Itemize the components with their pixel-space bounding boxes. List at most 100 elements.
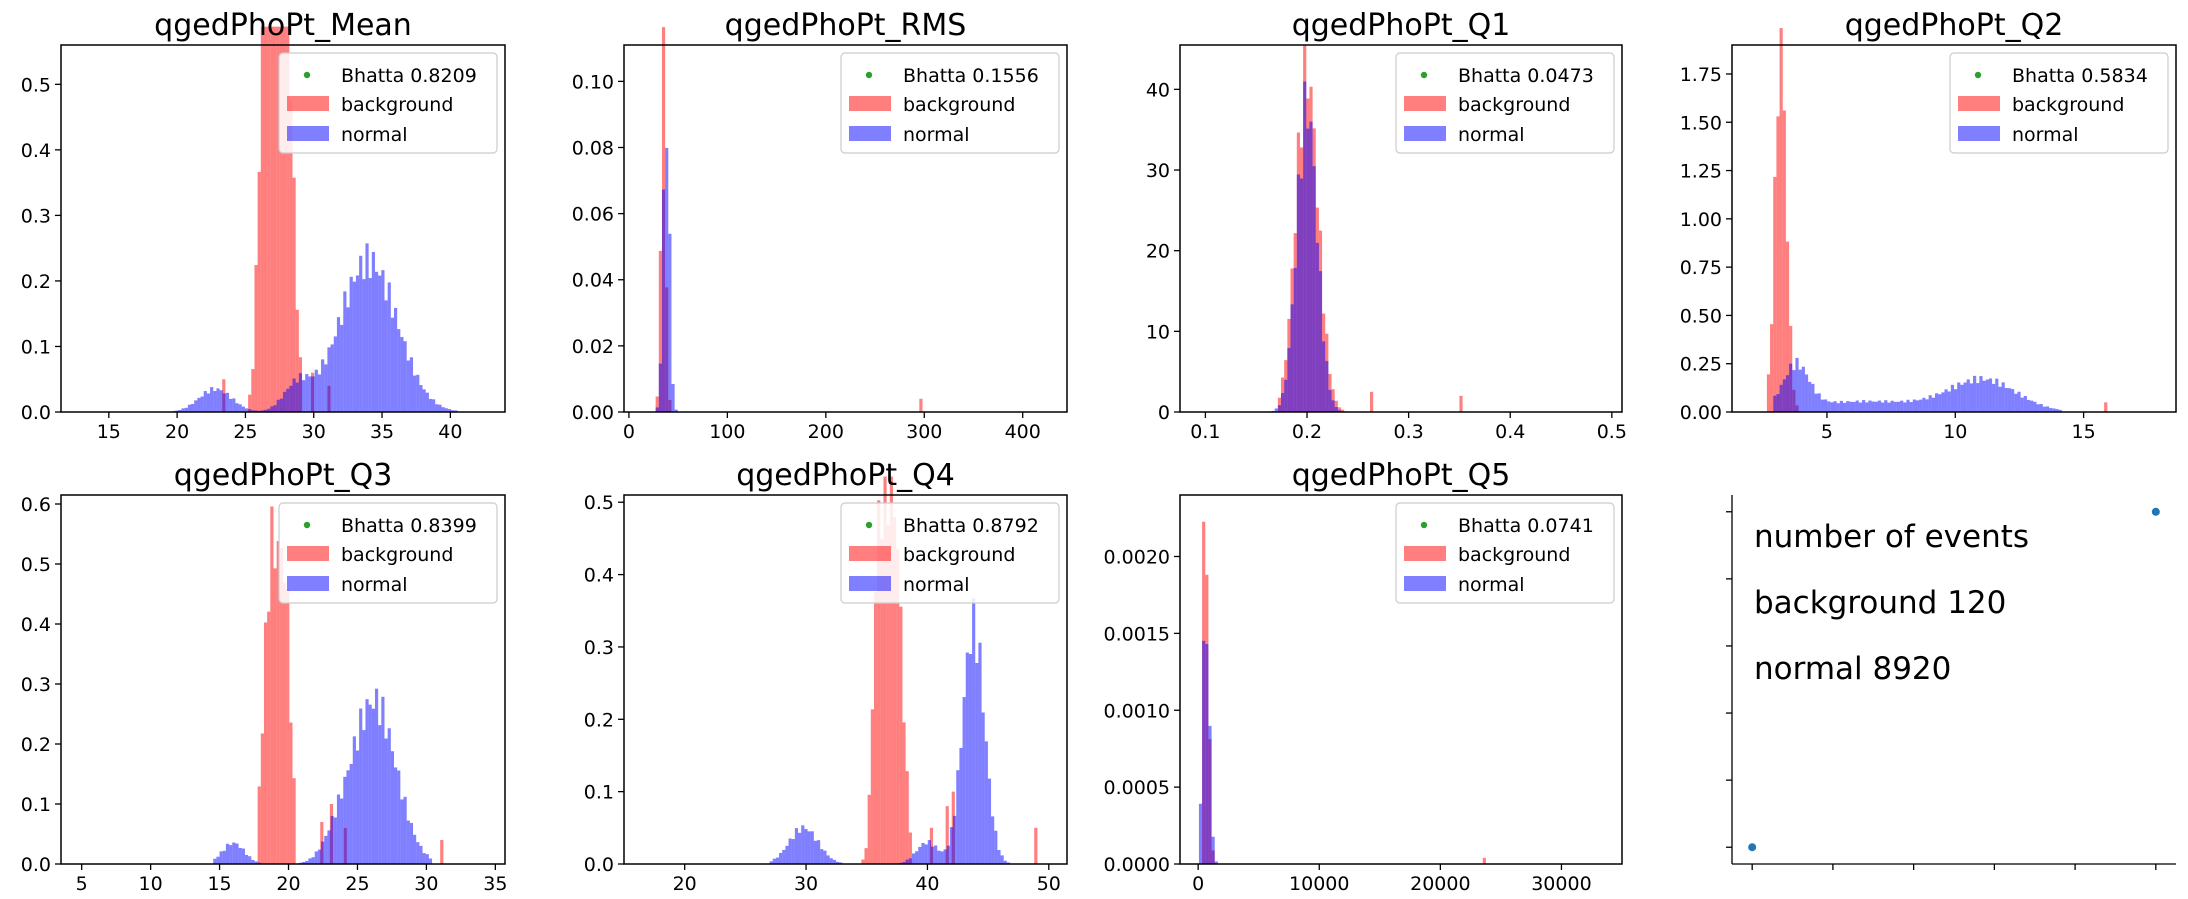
legend-background-label: background bbox=[903, 544, 1015, 566]
y-tick-label: 30 bbox=[1146, 160, 1170, 182]
bar bbox=[1000, 855, 1004, 864]
bar bbox=[668, 233, 672, 412]
legend-normal-label: normal bbox=[341, 124, 408, 146]
legend: Bhatta 0.0473 background normal bbox=[1395, 52, 1615, 154]
bar bbox=[794, 828, 799, 864]
bar bbox=[775, 857, 780, 864]
bar bbox=[902, 862, 906, 864]
bar bbox=[286, 26, 290, 413]
bar bbox=[440, 840, 444, 864]
bar bbox=[877, 500, 881, 864]
bar bbox=[263, 26, 268, 413]
bar bbox=[1903, 402, 1907, 412]
bar bbox=[394, 767, 398, 864]
bar bbox=[371, 251, 375, 412]
y-tick-label: 1.25 bbox=[1680, 161, 1722, 183]
y-tick-label: 0.3 bbox=[21, 205, 51, 227]
bar bbox=[447, 409, 452, 412]
bar bbox=[1849, 401, 1853, 412]
x-tick-label: 0.3 bbox=[1394, 421, 1424, 443]
bar bbox=[203, 391, 207, 412]
bar bbox=[359, 708, 363, 864]
bar bbox=[1293, 267, 1297, 412]
bar bbox=[788, 838, 792, 864]
x-tick-label: 0 bbox=[1192, 873, 1204, 895]
bar bbox=[1925, 399, 1929, 412]
bar bbox=[959, 747, 963, 864]
bar bbox=[238, 847, 242, 864]
bar bbox=[305, 374, 309, 412]
bar bbox=[2023, 396, 2027, 412]
bar bbox=[930, 846, 935, 864]
bar bbox=[1299, 178, 1304, 412]
bar bbox=[1982, 380, 1986, 412]
bar bbox=[1817, 393, 1821, 412]
bar bbox=[232, 398, 236, 412]
x-tick-label: 25 bbox=[345, 873, 369, 895]
bar bbox=[267, 26, 271, 413]
y-tick-label: 0.2 bbox=[21, 734, 51, 756]
legend-bhatta-marker bbox=[1974, 71, 1982, 79]
legend-normal-swatch bbox=[1958, 126, 2000, 141]
legend-normal-swatch bbox=[849, 576, 891, 591]
bar bbox=[1912, 399, 1916, 412]
y-tick-label: 1.50 bbox=[1680, 112, 1722, 134]
bar bbox=[210, 387, 214, 412]
bar bbox=[779, 852, 783, 864]
bar bbox=[340, 798, 344, 864]
legend-normal-label: normal bbox=[903, 124, 970, 146]
bar bbox=[1779, 28, 1783, 412]
bar bbox=[2042, 406, 2046, 412]
bar bbox=[1315, 242, 1319, 412]
y-tick-label: 0.0020 bbox=[1104, 547, 1170, 569]
bar bbox=[1770, 324, 1774, 412]
event-count-text: number of events bbox=[1754, 519, 2029, 555]
bar bbox=[1808, 381, 1812, 412]
bar bbox=[921, 842, 925, 864]
bar bbox=[384, 738, 388, 864]
bar bbox=[1325, 361, 1329, 412]
bar bbox=[1337, 410, 1342, 412]
bar bbox=[390, 317, 394, 412]
bar bbox=[1931, 397, 1935, 412]
x-tick-label: 10000 bbox=[1289, 873, 1349, 895]
bar bbox=[400, 337, 404, 412]
legend-normal-label: normal bbox=[2012, 124, 2079, 146]
bar bbox=[336, 794, 341, 864]
series-normal bbox=[213, 688, 433, 864]
bar bbox=[381, 270, 385, 412]
bar bbox=[355, 275, 360, 412]
legend-normal-swatch bbox=[849, 126, 891, 141]
x-tick-label: 40 bbox=[915, 873, 939, 895]
legend: Bhatta 0.8209 background normal bbox=[278, 52, 498, 154]
bar bbox=[905, 859, 909, 864]
bar bbox=[962, 697, 966, 864]
bar bbox=[671, 384, 675, 412]
bar bbox=[829, 858, 833, 864]
bar bbox=[1966, 379, 1970, 412]
bar bbox=[883, 476, 887, 864]
bar bbox=[826, 855, 830, 864]
bar bbox=[956, 770, 960, 864]
axes-frame bbox=[1731, 44, 2177, 413]
bar bbox=[397, 770, 401, 864]
y-tick-label: 0.6 bbox=[21, 494, 51, 516]
bar bbox=[371, 708, 375, 864]
x-tick-label: 300 bbox=[906, 421, 942, 443]
legend-background-label: background bbox=[903, 94, 1015, 116]
x-tick-label: 100 bbox=[709, 421, 745, 443]
bar bbox=[365, 699, 369, 864]
y-tick-label: 0.0005 bbox=[1104, 777, 1170, 799]
bar bbox=[968, 654, 973, 864]
bar bbox=[1862, 400, 1866, 412]
bar bbox=[216, 388, 220, 412]
bar bbox=[1915, 400, 1920, 412]
bar bbox=[804, 829, 808, 864]
bar bbox=[273, 26, 277, 413]
bar bbox=[839, 862, 843, 864]
bar bbox=[194, 400, 198, 412]
bar bbox=[1334, 400, 1338, 412]
bar bbox=[1979, 376, 1983, 412]
bar bbox=[378, 275, 382, 412]
bar bbox=[283, 26, 287, 413]
